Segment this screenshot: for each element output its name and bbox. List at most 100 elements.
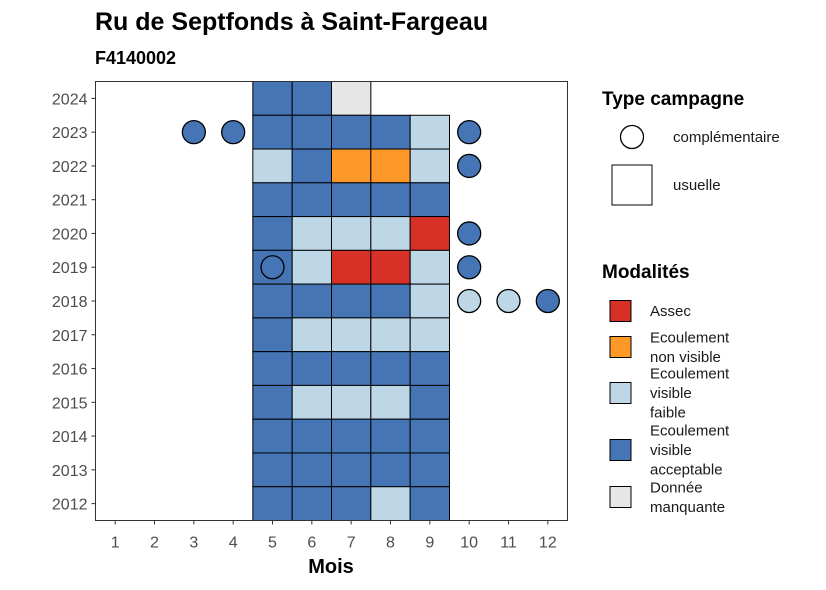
y-tick-label: 2012 — [52, 497, 88, 514]
y-tick-label: 2022 — [52, 159, 88, 176]
point-2023-10 — [457, 120, 482, 145]
cell-2023-8 — [370, 114, 411, 150]
cell-2015-5 — [252, 384, 293, 420]
cell-2013-8 — [370, 452, 411, 488]
y-tick-label: 2018 — [52, 294, 88, 311]
cell-2018-9 — [409, 283, 450, 319]
x-tick-label: 6 — [307, 535, 316, 552]
cell-2020-7 — [331, 216, 372, 251]
cell-2023-7 — [331, 114, 372, 150]
cell-2020-8 — [370, 216, 411, 251]
cell-2017-9 — [409, 317, 450, 353]
chart-title: Ru de Septfonds à Saint-Fargeau — [95, 8, 488, 36]
legend-label-usuelle: usuelle — [673, 177, 721, 194]
cell-2017-6 — [291, 317, 332, 353]
y-tick-label: 2017 — [52, 328, 88, 345]
y-tick-label: 2014 — [52, 429, 88, 446]
cell-2023-9 — [409, 114, 450, 150]
legend-key-complementaire — [619, 124, 645, 150]
x-tick-label: 11 — [500, 535, 517, 552]
cell-2012-9 — [409, 486, 450, 522]
x-axis-title: Mois — [308, 556, 354, 578]
y-tick-label: 2020 — [52, 226, 88, 243]
cell-2012-5 — [252, 486, 293, 522]
cell-2014-6 — [291, 418, 332, 454]
cell-2021-7 — [331, 182, 372, 218]
point-2023-4 — [221, 120, 246, 145]
legend-label-assec: Assec — [650, 303, 691, 320]
cell-2014-5 — [252, 418, 293, 454]
legend-key-ecoulement_visible_acceptable — [609, 439, 632, 461]
cell-2015-6 — [291, 384, 332, 420]
legend-type-campagne: Type campagne complémentaire usuelle — [602, 89, 780, 206]
cell-2015-8 — [370, 384, 411, 420]
cell-2016-6 — [291, 351, 332, 386]
cell-2012-8 — [370, 486, 411, 522]
x-tick-label: 9 — [425, 535, 434, 552]
y-tick-label: 2023 — [52, 125, 88, 142]
point-2018-12 — [535, 288, 560, 314]
legend-label-ecoulement_visible_faible: Ecoulement visible faible — [650, 366, 730, 422]
cell-2023-6 — [291, 114, 332, 150]
y-tick-label: 2016 — [52, 362, 88, 379]
legend-type-campagne-title: Type campagne — [602, 89, 744, 110]
cell-2018-8 — [370, 283, 411, 319]
x-tick-label: 12 — [539, 535, 557, 552]
cell-2016-5 — [252, 351, 293, 386]
cell-2019-9 — [409, 249, 450, 285]
x-axis: 1 2 3 4 5 6 7 8 9 10 11 12 — [111, 520, 557, 552]
cell-2021-9 — [409, 182, 450, 218]
cell-2017-8 — [370, 317, 411, 353]
y-tick-label: 2024 — [52, 91, 88, 108]
x-tick-label: 1 — [111, 535, 120, 552]
cell-2012-6 — [291, 486, 332, 522]
cell-2017-7 — [331, 317, 372, 353]
point-2019-5 — [260, 255, 285, 280]
cell-2021-6 — [291, 182, 332, 218]
x-tick-label: 4 — [229, 535, 238, 552]
x-tick-label: 10 — [460, 535, 478, 552]
cell-2014-9 — [409, 418, 450, 454]
cell-2013-9 — [409, 452, 450, 488]
y-tick-label: 2021 — [52, 193, 88, 210]
cell-2021-8 — [370, 182, 411, 218]
cell-2016-9 — [409, 351, 450, 386]
cell-2022-6 — [291, 148, 332, 184]
cell-2020-6 — [291, 216, 332, 251]
cell-2013-5 — [252, 452, 293, 488]
x-tick-label: 8 — [386, 535, 395, 552]
cell-2020-9 — [409, 216, 450, 251]
legend-label-ecoulement_non_visible: Ecoulement non visible — [650, 329, 730, 366]
point-2018-10 — [457, 288, 482, 314]
cell-2021-5 — [252, 182, 293, 218]
legend-modalites-title: Modalités — [602, 262, 690, 283]
cell-2024-6 — [291, 81, 332, 116]
cell-2016-7 — [331, 351, 372, 386]
cell-2023-5 — [252, 114, 293, 150]
plot-cells — [252, 81, 450, 522]
x-tick-label: 2 — [150, 535, 159, 552]
legend-key-ecoulement_visible_faible — [609, 382, 632, 404]
point-2018-11 — [496, 288, 521, 314]
legend-label-complementaire: complémentaire — [673, 129, 780, 146]
cell-2022-7 — [331, 148, 372, 184]
cell-2024-7 — [331, 81, 372, 116]
y-axis: 2012 2013 2014 2015 2016 2017 2018 2019 2020 2021… — [52, 91, 96, 514]
cell-2019-8 — [370, 249, 411, 285]
legend-key-ecoulement_non_visible — [609, 336, 632, 358]
point-2019-10 — [457, 255, 482, 280]
cell-2015-9 — [409, 384, 450, 420]
cell-2018-5 — [252, 283, 293, 319]
cell-2013-6 — [291, 452, 332, 488]
point-2022-10 — [457, 153, 482, 179]
cell-2012-7 — [331, 486, 372, 522]
cell-2019-6 — [291, 249, 332, 285]
cell-2017-5 — [252, 317, 293, 353]
cell-2016-8 — [370, 351, 411, 386]
cell-2018-6 — [291, 283, 332, 319]
legend-label-ecoulement_visible_acceptable: Ecoulement visible acceptable — [650, 423, 730, 479]
cell-2022-9 — [409, 148, 450, 184]
cell-2013-7 — [331, 452, 372, 488]
chart-subtitle: F4140002 — [95, 48, 176, 68]
